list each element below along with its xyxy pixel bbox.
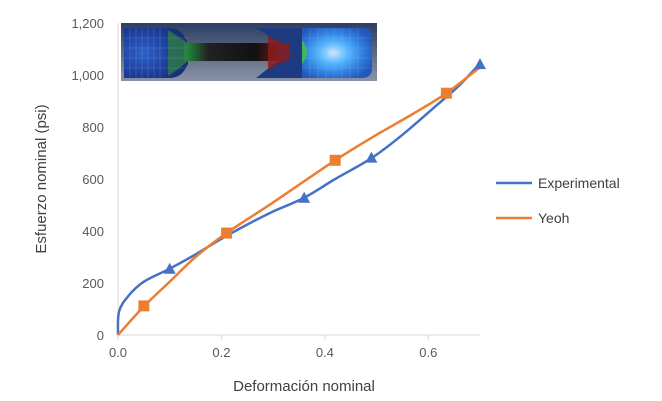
x-tick-label: 0.6 (419, 345, 437, 360)
x-tick-label: 0.4 (316, 345, 334, 360)
data-point-experimental (298, 191, 311, 203)
x-axis-title: Deformación nominal (233, 378, 375, 395)
series-line-experimental (116, 62, 481, 336)
y-tick-label: 1,200 (71, 16, 104, 31)
y-tick-label: 400 (82, 224, 104, 239)
series-line-yeoh (117, 66, 481, 336)
legend-label-experimental: Experimental (538, 175, 620, 191)
tensile-specimen-simulation-image (121, 23, 377, 81)
y-tick-label: 1,000 (71, 68, 104, 83)
data-point-yeoh (440, 87, 452, 99)
x-tick-label: 0.0 (109, 345, 127, 360)
y-tick-label: 200 (82, 276, 104, 291)
data-point-yeoh (329, 154, 341, 166)
y-axis-title: Esfuerzo nominal (psi) (33, 104, 50, 253)
y-tick-label: 800 (82, 120, 104, 135)
legend: Experimental Yeoh (496, 175, 620, 226)
data-point-experimental (474, 58, 486, 70)
data-point-experimental (365, 151, 378, 163)
data-point-experimental (163, 262, 176, 274)
y-tick-label: 0 (97, 328, 104, 343)
data-point-yeoh (221, 227, 233, 239)
y-tick-label: 600 (82, 172, 104, 187)
legend-label-yeoh: Yeoh (538, 210, 569, 226)
x-tick-label: 0.2 (212, 345, 230, 360)
data-point-yeoh (138, 300, 150, 312)
